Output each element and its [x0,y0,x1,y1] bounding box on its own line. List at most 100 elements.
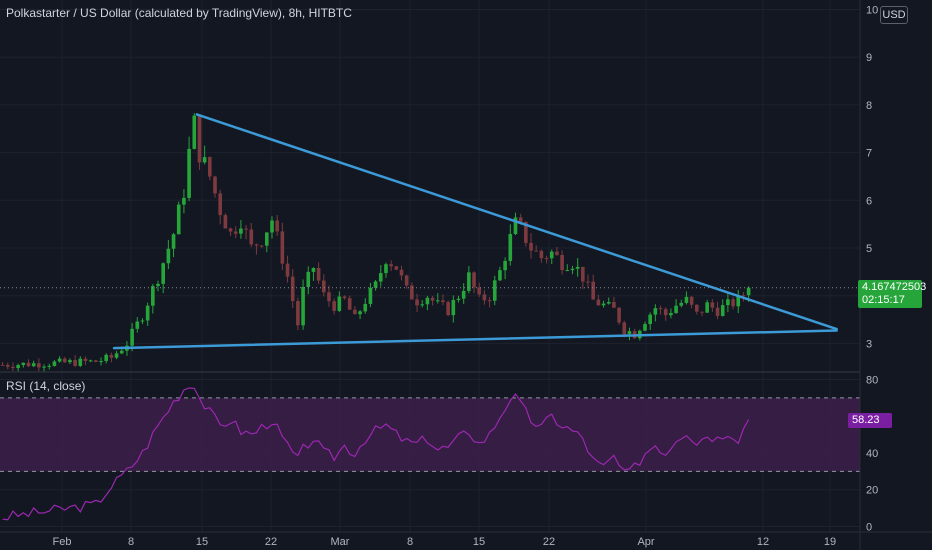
candle [394,265,399,271]
candle [218,189,222,225]
candle [736,289,741,314]
candle [140,318,145,325]
candle [249,223,254,248]
candle [435,293,440,304]
candle [404,274,409,289]
candle [503,257,507,280]
candle [182,189,186,214]
candle [94,359,98,363]
candle [731,296,735,310]
candle [477,282,482,298]
trendline [195,113,838,331]
candle [301,279,305,330]
currency-button[interactable]: USD [880,6,908,24]
candle [145,302,150,326]
candle [596,294,601,306]
candle [606,297,611,305]
candle [575,258,580,277]
candle [244,224,248,240]
candle [544,255,549,264]
candle [389,260,393,272]
candle [347,295,352,310]
candle [684,291,689,305]
candle [26,359,31,368]
candle [68,358,72,365]
candle [472,271,476,294]
candle [643,321,647,332]
time-tick-label: 8 [128,536,134,548]
candle [669,308,673,319]
candle [415,293,419,312]
price-tick-label: 8 [866,100,872,112]
rsi-title[interactable]: RSI (14, close) [6,379,86,393]
time-tick-label: 15 [196,536,208,548]
candle [487,297,492,308]
candle [99,357,103,366]
candle [410,282,414,300]
candle [166,239,171,270]
candle [259,244,264,248]
candle [612,296,616,308]
candle [73,355,77,368]
candle [601,300,606,308]
candle [420,300,425,308]
candle [270,216,274,239]
candle [62,356,67,364]
candle [327,285,331,307]
candle [384,262,388,278]
candle [0,361,5,366]
candle [114,350,119,360]
rsi-band-fill [0,397,860,472]
price-tick-label: 7 [866,148,872,160]
candle [720,299,725,317]
candle [228,227,233,236]
trendline [112,329,838,350]
rsi-tick-label: 80 [866,375,878,387]
candle [275,215,279,236]
rsi-tick-label: 20 [866,485,878,497]
candle [456,295,461,303]
candle [280,222,285,270]
candle [627,327,632,341]
candle [83,356,88,365]
candle [467,266,471,294]
candle [316,262,321,284]
candle [581,266,585,289]
trendlines[interactable] [112,113,838,350]
candle [498,266,502,282]
candle [311,267,316,281]
candle [135,317,140,333]
rsi-tick-label: 0 [866,521,872,533]
candle [202,145,207,165]
candle [285,255,290,283]
candle [441,294,445,306]
candle [37,358,41,373]
candle [674,299,678,314]
candle [482,290,487,305]
chart-title: Polkastarter / US Dollar (calculated by … [6,6,352,20]
time-axis[interactable]: Feb 8 15 22 Mar 8 15 22 Apr 12 19 [0,531,932,548]
candle [648,312,652,330]
candle [233,226,238,239]
candle [213,175,217,198]
candle [187,136,191,202]
candle [378,265,383,287]
price-tick-label: 3 [866,338,872,350]
candle [679,299,684,308]
candle [710,299,715,312]
candle [534,245,539,252]
rsi-axis[interactable]: 020406080 [866,375,878,534]
candle [425,295,430,311]
candle [156,280,160,292]
candle [342,295,347,300]
candle [337,291,342,313]
time-tick-label: 19 [824,536,836,548]
candle [151,283,155,314]
candle [104,353,109,364]
candle [239,220,243,239]
candle [586,274,590,288]
candles [0,113,751,373]
rsi-band-area [0,397,860,472]
time-tick-label: 8 [407,536,413,548]
